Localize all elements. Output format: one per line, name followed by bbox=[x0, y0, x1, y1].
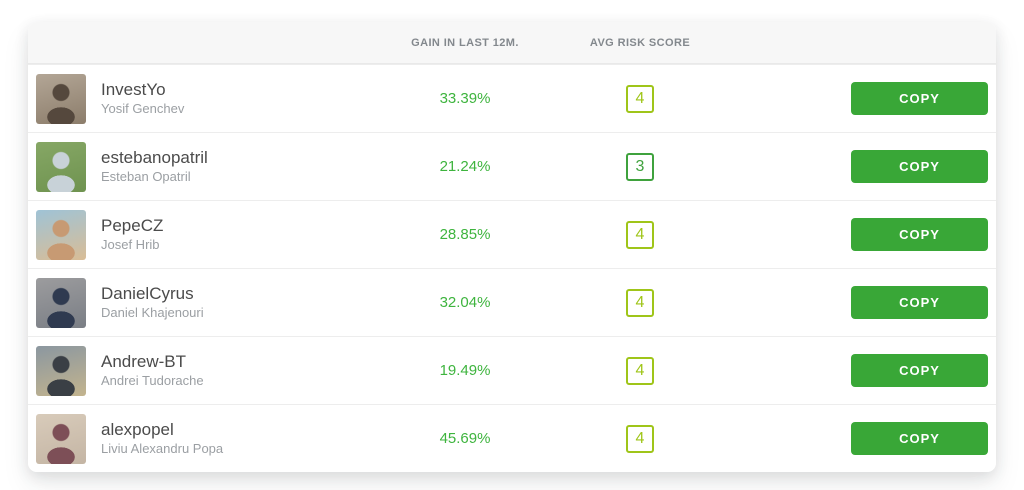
risk-score-badge: 3 bbox=[626, 152, 654, 181]
avatar[interactable] bbox=[36, 209, 86, 260]
trader-cell: Andrew-BT Andrei Tudorache bbox=[28, 345, 380, 396]
trader-names: InvestYo Yosif Genchev bbox=[101, 79, 184, 117]
trader-fullname: Liviu Alexandru Popa bbox=[101, 440, 224, 456]
gain-value: 33.39% bbox=[439, 90, 491, 107]
risk-cell: 4 bbox=[550, 424, 730, 453]
trader-cell: DanielCyrus Daniel Khajenouri bbox=[28, 277, 380, 328]
trader-username[interactable]: alexpopel bbox=[101, 420, 174, 440]
header-risk-column: AVG RISK SCORE bbox=[589, 36, 691, 49]
trader-fullname: Esteban Opatril bbox=[101, 168, 191, 184]
trader-names: alexpopel Liviu Alexandru Popa bbox=[101, 419, 223, 457]
risk-score-badge: 4 bbox=[626, 220, 654, 249]
trader-fullname: Josef Hrib bbox=[101, 236, 160, 252]
action-cell: COPY bbox=[851, 82, 996, 115]
trader-username[interactable]: PepeCZ bbox=[101, 216, 164, 236]
risk-cell: 4 bbox=[550, 220, 730, 249]
gain-value: 45.69% bbox=[439, 430, 491, 447]
trader-username[interactable]: estebanopatril bbox=[101, 148, 208, 168]
gain-value: 32.04% bbox=[439, 294, 491, 311]
avatar[interactable] bbox=[36, 413, 86, 464]
risk-cell: 4 bbox=[550, 356, 730, 385]
header-gain-column: GAIN IN LAST 12M. bbox=[411, 36, 519, 49]
table-row: InvestYo Yosif Genchev 33.39% 4 COPY bbox=[28, 64, 996, 132]
avatar[interactable] bbox=[36, 141, 86, 192]
trader-cell: PepeCZ Josef Hrib bbox=[28, 209, 380, 260]
trader-cell: estebanopatril Esteban Opatril bbox=[28, 141, 380, 192]
avatar[interactable] bbox=[36, 345, 86, 396]
risk-score-badge: 4 bbox=[626, 84, 654, 113]
trader-fullname: Daniel Khajenouri bbox=[101, 304, 204, 320]
copy-button[interactable]: COPY bbox=[851, 82, 988, 115]
copy-button[interactable]: COPY bbox=[851, 354, 988, 387]
action-cell: COPY bbox=[851, 286, 996, 319]
risk-cell: 4 bbox=[550, 288, 730, 317]
gain-value: 28.85% bbox=[439, 226, 491, 243]
trader-cell: alexpopel Liviu Alexandru Popa bbox=[28, 413, 380, 464]
trader-username[interactable]: InvestYo bbox=[101, 80, 166, 100]
trader-names: DanielCyrus Daniel Khajenouri bbox=[101, 283, 204, 321]
table-header-row: GAIN IN LAST 12M. AVG RISK SCORE bbox=[28, 22, 996, 64]
table-row: DanielCyrus Daniel Khajenouri 32.04% 4 C… bbox=[28, 268, 996, 336]
avatar[interactable] bbox=[36, 277, 86, 328]
copy-button[interactable]: COPY bbox=[851, 422, 988, 455]
action-cell: COPY bbox=[851, 422, 996, 455]
trader-username[interactable]: Andrew-BT bbox=[101, 352, 187, 372]
trader-fullname: Yosif Genchev bbox=[101, 100, 185, 116]
gain-value: 19.49% bbox=[439, 362, 491, 379]
trader-fullname: Andrei Tudorache bbox=[101, 372, 204, 388]
risk-score-badge: 4 bbox=[626, 288, 654, 317]
table-row: estebanopatril Esteban Opatril 21.24% 3 … bbox=[28, 132, 996, 200]
action-cell: COPY bbox=[851, 354, 996, 387]
trader-username[interactable]: DanielCyrus bbox=[101, 284, 194, 304]
trader-names: estebanopatril Esteban Opatril bbox=[101, 147, 208, 185]
copy-button[interactable]: COPY bbox=[851, 150, 988, 183]
risk-score-badge: 4 bbox=[626, 356, 654, 385]
trader-cell: InvestYo Yosif Genchev bbox=[28, 73, 380, 124]
copy-button[interactable]: COPY bbox=[851, 286, 988, 319]
risk-cell: 3 bbox=[550, 152, 730, 181]
trader-names: PepeCZ Josef Hrib bbox=[101, 215, 163, 253]
table-row: alexpopel Liviu Alexandru Popa 45.69% 4 … bbox=[28, 404, 996, 472]
traders-table-card: GAIN IN LAST 12M. AVG RISK SCORE InvestY… bbox=[28, 22, 996, 472]
avatar[interactable] bbox=[36, 73, 86, 124]
risk-cell: 4 bbox=[550, 84, 730, 113]
gain-value: 21.24% bbox=[439, 158, 491, 175]
action-cell: COPY bbox=[851, 150, 996, 183]
risk-score-badge: 4 bbox=[626, 424, 654, 453]
table-row: PepeCZ Josef Hrib 28.85% 4 COPY bbox=[28, 200, 996, 268]
trader-names: Andrew-BT Andrei Tudorache bbox=[101, 351, 204, 389]
action-cell: COPY bbox=[851, 218, 996, 251]
table-row: Andrew-BT Andrei Tudorache 19.49% 4 COPY bbox=[28, 336, 996, 404]
copy-button[interactable]: COPY bbox=[851, 218, 988, 251]
